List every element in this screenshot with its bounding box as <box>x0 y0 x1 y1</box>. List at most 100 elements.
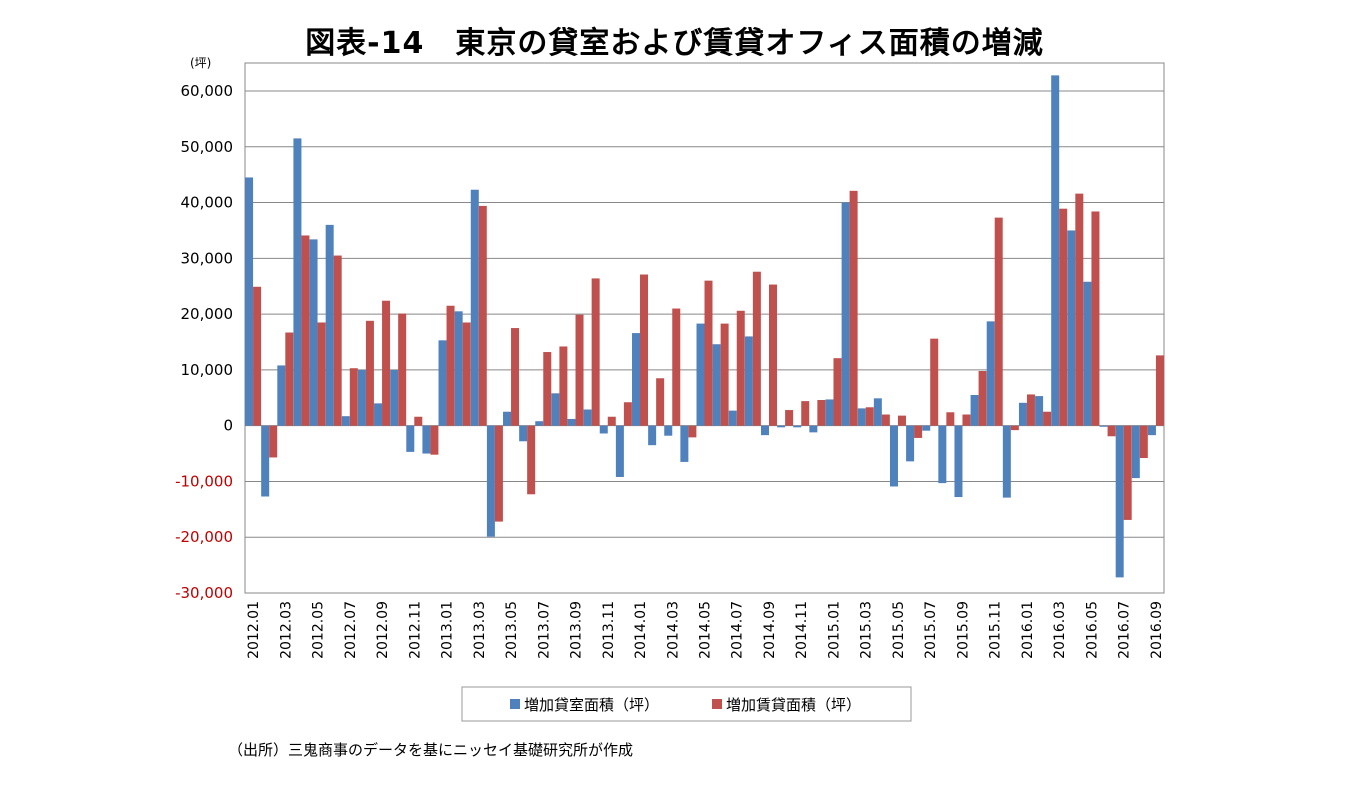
bar-rented-2013.11 <box>607 416 616 426</box>
bar-space-2016.08 <box>1131 425 1140 479</box>
bar-rented-2012.10 <box>398 313 407 426</box>
bar-space-2012.10 <box>390 369 399 426</box>
x-tick-label: 2016.03 <box>1052 601 1068 659</box>
bar-rented-2015.01 <box>833 358 842 426</box>
bar-rented-2016.04 <box>1075 193 1084 426</box>
bar-rented-2012.02 <box>269 425 278 458</box>
bar-rented-2015.06 <box>914 425 923 438</box>
legend-swatch-red <box>712 699 722 709</box>
x-tick-label: 2015.09 <box>955 601 971 659</box>
bar-rented-2013.01 <box>446 305 455 426</box>
bar-rented-2012.12 <box>430 425 439 455</box>
bar-space-2016.01 <box>1018 402 1027 426</box>
bar-space-2013.06 <box>519 425 528 442</box>
y-unit-label: (坪) <box>190 56 211 70</box>
y-tick-label: -10,000 <box>175 472 233 490</box>
bar-rented-2015.07 <box>930 338 939 426</box>
bar-space-2015.10 <box>970 394 979 426</box>
bar-space-2012.08 <box>357 369 366 426</box>
bar-rented-2015.08 <box>946 412 955 426</box>
bar-rented-2014.06 <box>720 323 729 426</box>
bar-space-2014.10 <box>777 425 786 428</box>
bar-space-2013.03 <box>470 189 479 426</box>
bar-rented-2012.05 <box>317 322 326 426</box>
bar-space-2016.07 <box>1115 425 1124 578</box>
bar-space-2014.06 <box>712 344 721 426</box>
bar-rented-2013.12 <box>623 402 632 426</box>
bar-space-2012.01 <box>245 177 254 426</box>
x-tick-label: 2014.09 <box>762 601 778 659</box>
x-tick-label: 2015.01 <box>826 601 842 659</box>
bar-rented-2012.04 <box>301 235 310 426</box>
bar-rented-2013.07 <box>543 352 552 426</box>
bar-rented-2012.08 <box>365 320 374 426</box>
legend-swatch-blue <box>510 699 520 709</box>
bar-space-2012.03 <box>277 365 286 426</box>
bar-space-2012.07 <box>341 416 350 426</box>
bar-space-2015.07 <box>922 425 931 431</box>
y-tick-label: 50,000 <box>181 138 234 156</box>
bar-rented-2012.07 <box>349 368 358 426</box>
bar-rented-2013.05 <box>511 328 520 426</box>
x-tick-label: 2013.09 <box>569 601 585 659</box>
bar-rented-2016.07 <box>1123 425 1132 520</box>
x-tick-label: 2016.01 <box>1020 601 1036 659</box>
bar-rented-2016.08 <box>1139 425 1148 459</box>
bar-rented-2014.09 <box>768 284 777 426</box>
bar-space-2013.10 <box>583 409 592 426</box>
bar-space-2012.12 <box>422 425 431 454</box>
bar-space-2014.01 <box>632 333 641 426</box>
bar-space-2016.04 <box>1067 230 1076 426</box>
bar-space-2014.03 <box>664 425 673 436</box>
bar-rented-2012.06 <box>333 255 342 426</box>
bar-rented-2014.04 <box>688 425 697 438</box>
bar-space-2016.05 <box>1083 281 1092 426</box>
bar-rented-2016.09 <box>1155 355 1164 426</box>
bar-rented-2012.09 <box>382 300 391 426</box>
bar-space-2015.06 <box>906 425 915 462</box>
bar-rented-2013.10 <box>591 278 600 426</box>
x-tick-label: 2012.07 <box>343 601 359 659</box>
x-tick-label: 2012.03 <box>278 601 294 659</box>
y-axis: 60,000 50,000 40,000 30,000 20,000 10,000 0 -10… <box>175 82 233 602</box>
x-tick-label: 2016.07 <box>1117 601 1133 659</box>
bar-rented-2016.05 <box>1091 211 1100 426</box>
bar-rented-2014.05 <box>704 280 713 426</box>
bar-space-2015.09 <box>954 425 963 498</box>
bar-space-2012.11 <box>406 425 415 452</box>
bar-space-2015.08 <box>938 425 947 484</box>
y-tick-label: 40,000 <box>181 194 234 212</box>
bar-rented-2014.01 <box>640 274 649 426</box>
x-tick-label: 2012.11 <box>407 601 423 659</box>
x-tick-label: 2016.05 <box>1084 601 1100 659</box>
x-tick-label: 2014.01 <box>633 601 649 659</box>
x-tick-label: 2016.09 <box>1149 601 1165 659</box>
bar-rented-2014.03 <box>672 308 681 426</box>
bar-space-2014.02 <box>648 425 657 446</box>
bar-space-2014.04 <box>680 425 689 462</box>
x-tick-label: 2014.07 <box>730 601 746 659</box>
y-tick-label: 60,000 <box>181 82 234 100</box>
legend-label-blue: 増加貸室面積（坪） <box>524 696 659 714</box>
x-axis: 2012.01 2012.03 2012.05 2012.07 2012.09 2012.… <box>246 601 1165 659</box>
bar-rented-2015.12 <box>1010 425 1019 431</box>
bar-space-2013.02 <box>454 311 463 426</box>
bar-space-2015.03 <box>857 408 866 426</box>
bar-space-2014.05 <box>696 323 705 426</box>
bar-rented-2014.07 <box>736 310 745 426</box>
bars <box>245 75 1164 578</box>
bar-rented-2015.11 <box>994 217 1003 426</box>
bar-space-2012.04 <box>293 138 302 426</box>
bar-space-2013.08 <box>551 393 560 426</box>
bar-space-2012.06 <box>325 224 334 426</box>
bar-rented-2016.06 <box>1107 425 1116 437</box>
bar-space-2013.07 <box>535 421 544 426</box>
bar-rented-2015.09 <box>962 414 971 426</box>
bar-space-2015.11 <box>986 321 995 426</box>
y-tick-label: 20,000 <box>181 305 234 323</box>
bar-rented-2014.02 <box>656 378 665 426</box>
x-tick-label: 2013.05 <box>504 601 520 659</box>
bar-space-2016.03 <box>1051 75 1060 426</box>
bar-space-2015.05 <box>889 425 898 487</box>
